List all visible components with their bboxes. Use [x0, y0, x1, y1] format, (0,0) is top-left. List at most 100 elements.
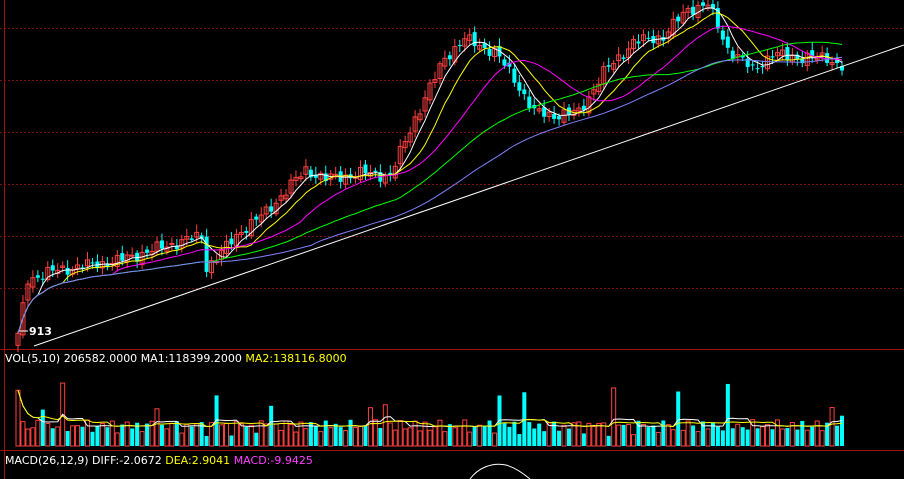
volume-bar [95, 426, 100, 446]
volume-bar [740, 427, 745, 446]
candle-body [774, 52, 780, 57]
volume-bar [45, 423, 51, 447]
volume-bar [651, 425, 656, 446]
candle-body [670, 18, 676, 36]
candle-body [750, 64, 755, 66]
macd-curve [469, 463, 531, 479]
volume-bar [199, 422, 204, 446]
candle-body [303, 166, 309, 175]
volume-bar [725, 383, 730, 446]
volume-bar [244, 426, 249, 446]
candle-body [343, 174, 349, 185]
volume-bar [135, 422, 140, 446]
volume-bar [795, 429, 800, 446]
volume-bar [591, 425, 597, 447]
candle-body [810, 50, 815, 58]
volume-bar [765, 424, 771, 447]
volume-bar [248, 424, 254, 447]
candle-body [755, 68, 760, 70]
candle-body [606, 65, 611, 67]
candle-body [80, 267, 85, 269]
volume-bar [209, 422, 215, 447]
volume-bar [710, 422, 715, 446]
volume-bar [90, 431, 95, 446]
support-trendline [33, 44, 904, 347]
volume-bar [422, 421, 428, 447]
candle-body [527, 96, 532, 108]
volume-bar [179, 432, 185, 447]
candle-body [318, 172, 324, 180]
candle-body [313, 174, 318, 178]
candle-body [30, 277, 36, 288]
candle-body [482, 43, 487, 48]
candle-body [621, 57, 626, 59]
candle-body [75, 264, 81, 269]
candle-body [407, 132, 413, 143]
volume-bar [770, 429, 775, 446]
candle-body [397, 145, 403, 165]
volume-bar [785, 428, 790, 446]
candle-body [561, 109, 567, 123]
volume-bar [15, 389, 21, 447]
volume-bar [303, 428, 309, 447]
volume-bar [695, 431, 701, 447]
volume-bar [159, 424, 164, 446]
volume-bar [35, 419, 41, 447]
volume-bar [452, 427, 458, 447]
candle-body [169, 242, 175, 245]
candle-body [189, 238, 194, 240]
candle-body [691, 6, 696, 15]
volume-bar [517, 434, 522, 446]
volume-bar [169, 422, 175, 447]
volume-bar [640, 423, 646, 447]
volume-bar [338, 427, 343, 446]
volume-bar [467, 431, 473, 447]
volume-bar [333, 423, 338, 446]
candle-body [154, 241, 160, 252]
candle-body [457, 44, 462, 47]
volume-bar [814, 420, 820, 447]
volume-bar [397, 420, 403, 447]
candle-body [720, 30, 725, 40]
candle-body [795, 54, 800, 60]
volume-bar [99, 423, 105, 447]
candle-body [273, 202, 279, 215]
volume-bar [561, 424, 567, 447]
volume-bar [358, 425, 364, 447]
volume-bar [557, 430, 562, 446]
candle-body [427, 82, 433, 101]
candle-body [278, 195, 284, 201]
volume-bar [75, 425, 81, 447]
volume-bar [20, 421, 26, 447]
candle-body [840, 66, 844, 71]
volume-ma-line [17, 390, 843, 428]
candle-body [229, 238, 234, 245]
volume-bar [621, 424, 626, 446]
volume-bar [70, 425, 76, 447]
candle-body [388, 172, 393, 175]
volume-bar [25, 428, 31, 447]
macd-dea: DEA:2.9041 [165, 454, 231, 467]
candle-body [258, 214, 264, 223]
candle-body [701, 2, 706, 6]
moving-averages [17, 7, 843, 334]
volume-bar [774, 419, 780, 447]
candle-body [145, 249, 150, 253]
volume-bar [293, 431, 299, 447]
candle-body [120, 253, 125, 261]
candle-body [825, 53, 830, 63]
volume-bar [40, 409, 45, 446]
candle-body [467, 34, 473, 41]
volume-bar [417, 430, 423, 447]
candlesticks [15, 0, 844, 353]
volume-bar [363, 425, 368, 446]
volume-bar [596, 422, 602, 447]
volume-bar [492, 432, 498, 447]
candle-body [447, 55, 452, 60]
volume-bar [825, 422, 830, 446]
volume-bar [680, 429, 686, 447]
candle-body [581, 105, 586, 110]
candle-body [462, 38, 468, 47]
candle-body [402, 141, 408, 149]
